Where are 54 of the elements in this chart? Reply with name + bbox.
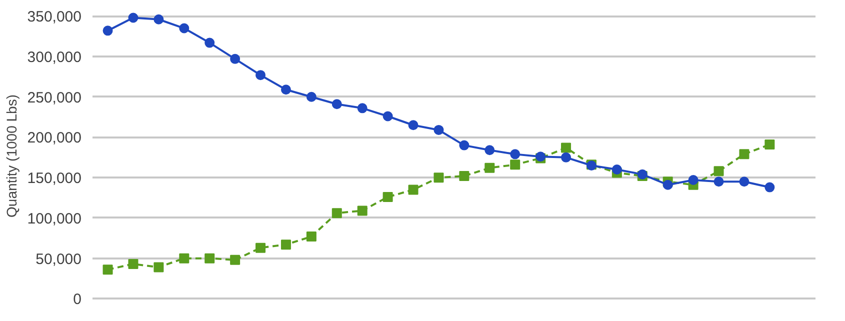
point [382, 111, 393, 122]
point [256, 70, 266, 80]
point [204, 253, 215, 264]
point [510, 160, 520, 170]
point [612, 164, 622, 175]
point [484, 145, 495, 156]
point [306, 92, 316, 102]
point [230, 54, 240, 64]
point [306, 232, 316, 242]
point [357, 206, 368, 216]
point [102, 264, 113, 275]
point [256, 242, 266, 253]
y-tick-label: 100,000 [27, 210, 82, 228]
point [408, 184, 418, 195]
y-tick-label: 300,000 [27, 49, 82, 66]
point [434, 124, 444, 135]
point [459, 140, 470, 150]
point [179, 23, 190, 34]
point [128, 12, 138, 23]
point [154, 262, 164, 272]
point [408, 120, 418, 130]
point [739, 176, 750, 187]
point [662, 180, 673, 190]
point [280, 240, 291, 250]
point [739, 149, 750, 160]
y-tick-label: 250,000 [27, 89, 82, 106]
point [204, 38, 215, 48]
y-tick-label: 50,000 [36, 250, 82, 268]
y-tick-label: 0 [73, 291, 82, 308]
y-axis-title: Quantity (1000 Lbs) [3, 94, 20, 218]
point [332, 208, 342, 218]
point [128, 258, 138, 269]
point [561, 152, 572, 162]
point [280, 84, 291, 95]
point [714, 166, 724, 176]
point [714, 176, 724, 187]
y-tick-label: 350,000 [27, 8, 82, 26]
point [484, 162, 495, 173]
point [102, 26, 113, 36]
point [230, 254, 240, 265]
point [154, 14, 164, 24]
point [382, 192, 393, 202]
y-tick-label: 150,000 [27, 170, 82, 188]
point [459, 170, 470, 181]
point [510, 149, 520, 160]
point [688, 175, 698, 186]
y-tick-label: 200,000 [27, 130, 82, 147]
point [764, 139, 775, 150]
point [179, 253, 190, 264]
point [434, 172, 444, 183]
point [332, 99, 342, 110]
point [764, 182, 775, 192]
point [357, 103, 368, 114]
point [561, 142, 572, 153]
